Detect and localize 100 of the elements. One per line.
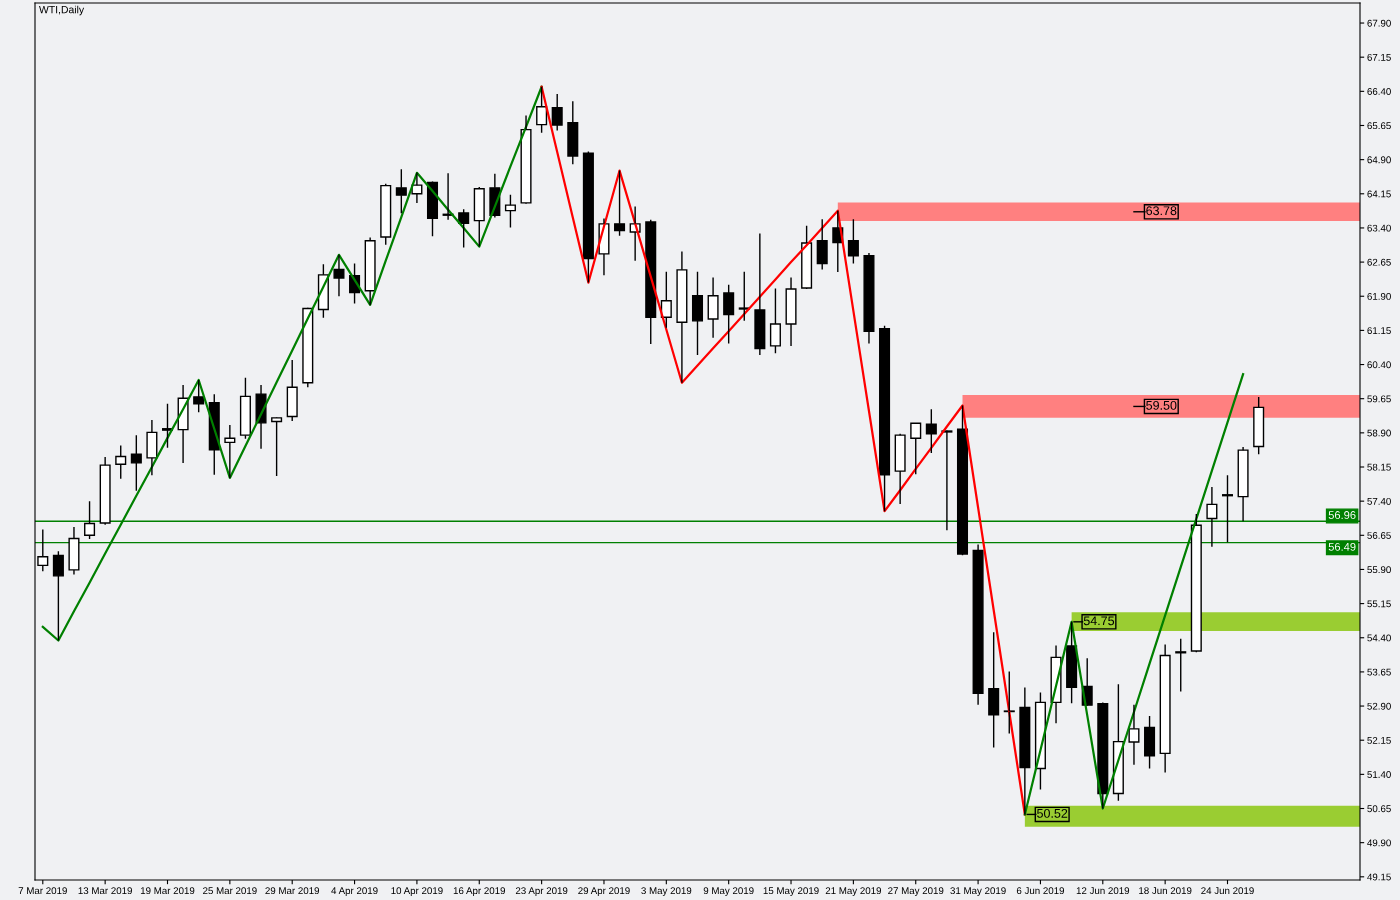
- candlestick: [84, 500, 96, 540]
- candlestick: [956, 404, 969, 555]
- candlestick: [691, 270, 704, 356]
- candlestick: [582, 150, 594, 284]
- candlestick: [333, 254, 345, 297]
- band-label: 63.78: [1146, 206, 1177, 216]
- y-tick-label: 54.40: [1367, 634, 1391, 642]
- candlestick: [68, 526, 80, 576]
- x-tick-label: 27 May 2019: [888, 887, 944, 897]
- y-tick-label: 55.15: [1367, 600, 1391, 608]
- x-tick-label: 16 Apr 2019: [453, 887, 506, 897]
- candlestick: [879, 325, 891, 512]
- candlestick: [224, 424, 236, 479]
- candlestick: [863, 252, 875, 345]
- ref-line-label: 56.49: [1328, 542, 1356, 551]
- y-tick-label: 65.65: [1367, 122, 1391, 130]
- x-tick-label: 24 Jun 2019: [1201, 887, 1254, 895]
- y-tick-label: 52.90: [1367, 702, 1391, 710]
- candlestick: [1206, 486, 1218, 548]
- annotation: 54.75: [1083, 616, 1115, 626]
- y-tick-label: 50.65: [1367, 805, 1391, 813]
- y-tick-label: 57.40: [1367, 497, 1391, 505]
- chart-title: WTI,Daily: [39, 5, 85, 16]
- candlestick: [738, 270, 750, 322]
- x-tick-label: 19 Mar 2019: [140, 887, 195, 895]
- candlestick: [894, 434, 906, 505]
- x-tick-label: 23 Apr 2019: [515, 887, 568, 897]
- x-tick-label: 9 May 2019: [703, 887, 754, 897]
- candlestick: [146, 419, 158, 476]
- y-tick-label: 62.65: [1367, 258, 1391, 266]
- x-tick-label: 3 May 2019: [641, 887, 692, 897]
- candlestick: [1159, 643, 1171, 774]
- candlestick: [567, 100, 579, 165]
- x-tick-label: 7 Mar 2019: [18, 887, 67, 895]
- candlestick: [473, 186, 485, 248]
- candlestick: [239, 377, 251, 440]
- candlestick: [520, 114, 532, 204]
- candlestick: [1144, 715, 1156, 770]
- candlestick: [723, 284, 735, 345]
- candlestick: [676, 250, 688, 384]
- x-tick-label: 4 Apr 2019: [331, 887, 378, 897]
- candlestick: [504, 194, 516, 229]
- line-series: [540, 85, 1026, 816]
- x-tick-label: 21 May 2019: [825, 887, 882, 897]
- candlestick: [801, 224, 813, 289]
- y-tick-label: 56.65: [1367, 532, 1391, 539]
- y-tick-label: 66.40: [1367, 88, 1391, 95]
- y-tick-label: 67.90: [1367, 19, 1391, 27]
- x-tick-label: 31 May 2019: [950, 887, 1006, 897]
- x-tick-label: 6 Jun 2019: [1016, 887, 1065, 895]
- candlestick: [785, 276, 797, 347]
- y-tick-label: 59.65: [1367, 395, 1391, 403]
- candlestick: [972, 543, 984, 706]
- y-tick-label: 52.15: [1367, 736, 1391, 744]
- y-tick-label: 61.15: [1367, 327, 1391, 335]
- ref-line-label: 56.96: [1328, 511, 1356, 519]
- candlestick: [988, 631, 1000, 749]
- x-tick-label: 29 Apr 2019: [578, 887, 630, 897]
- candlestick: [1237, 446, 1249, 522]
- candlestick: [115, 444, 127, 480]
- x-tick-label: 12 Jun 2019: [1076, 887, 1130, 895]
- y-tick-label: 49.90: [1367, 839, 1391, 847]
- candlestick: [193, 379, 205, 414]
- y-tick-label: 49.15: [1367, 873, 1391, 881]
- x-tick-label: 15 May 2019: [763, 887, 819, 897]
- candlestick: [1253, 396, 1265, 455]
- candlestick: [426, 181, 439, 237]
- candlestick: [660, 270, 672, 329]
- x-tick-label: 29 Mar 2019: [265, 887, 320, 895]
- x-tick-label: 18 Jun 2019: [1139, 887, 1192, 895]
- candlestick: [707, 276, 719, 339]
- y-tick-label: 63.40: [1367, 224, 1391, 232]
- candlestick: [551, 93, 563, 132]
- candlestick: [769, 287, 781, 354]
- candlestick: [847, 218, 859, 265]
- candlestick: [910, 422, 922, 475]
- y-tick-label: 58.15: [1367, 463, 1391, 471]
- candlestick: [645, 219, 657, 345]
- y-tick-label: 58.90: [1367, 429, 1391, 437]
- candlestick: [364, 236, 376, 306]
- candlestick: [1003, 670, 1015, 735]
- x-tick-label: 13 Mar 2019: [78, 887, 132, 895]
- candlestick: [52, 550, 64, 642]
- candlestick: [458, 208, 470, 249]
- candlestick: [99, 456, 111, 526]
- annotation: 50.52: [1037, 808, 1068, 818]
- candlestick: [614, 169, 626, 237]
- y-tick-label: 64.15: [1367, 190, 1391, 198]
- y-tick-label: 61.90: [1367, 292, 1391, 300]
- candlestick: [286, 359, 298, 422]
- candlestick: [941, 430, 953, 531]
- candlestick: [1221, 474, 1234, 543]
- x-tick-label: 25 Mar 2019: [203, 887, 257, 895]
- candlestick: [271, 417, 283, 477]
- x-tick-label: 10 Apr 2019: [391, 887, 443, 897]
- y-tick-label: 55.90: [1367, 566, 1391, 574]
- y-tick-label: 60.40: [1367, 361, 1391, 369]
- candlestick: [395, 168, 407, 215]
- candlestick: [536, 86, 548, 134]
- candlestick: [816, 218, 828, 271]
